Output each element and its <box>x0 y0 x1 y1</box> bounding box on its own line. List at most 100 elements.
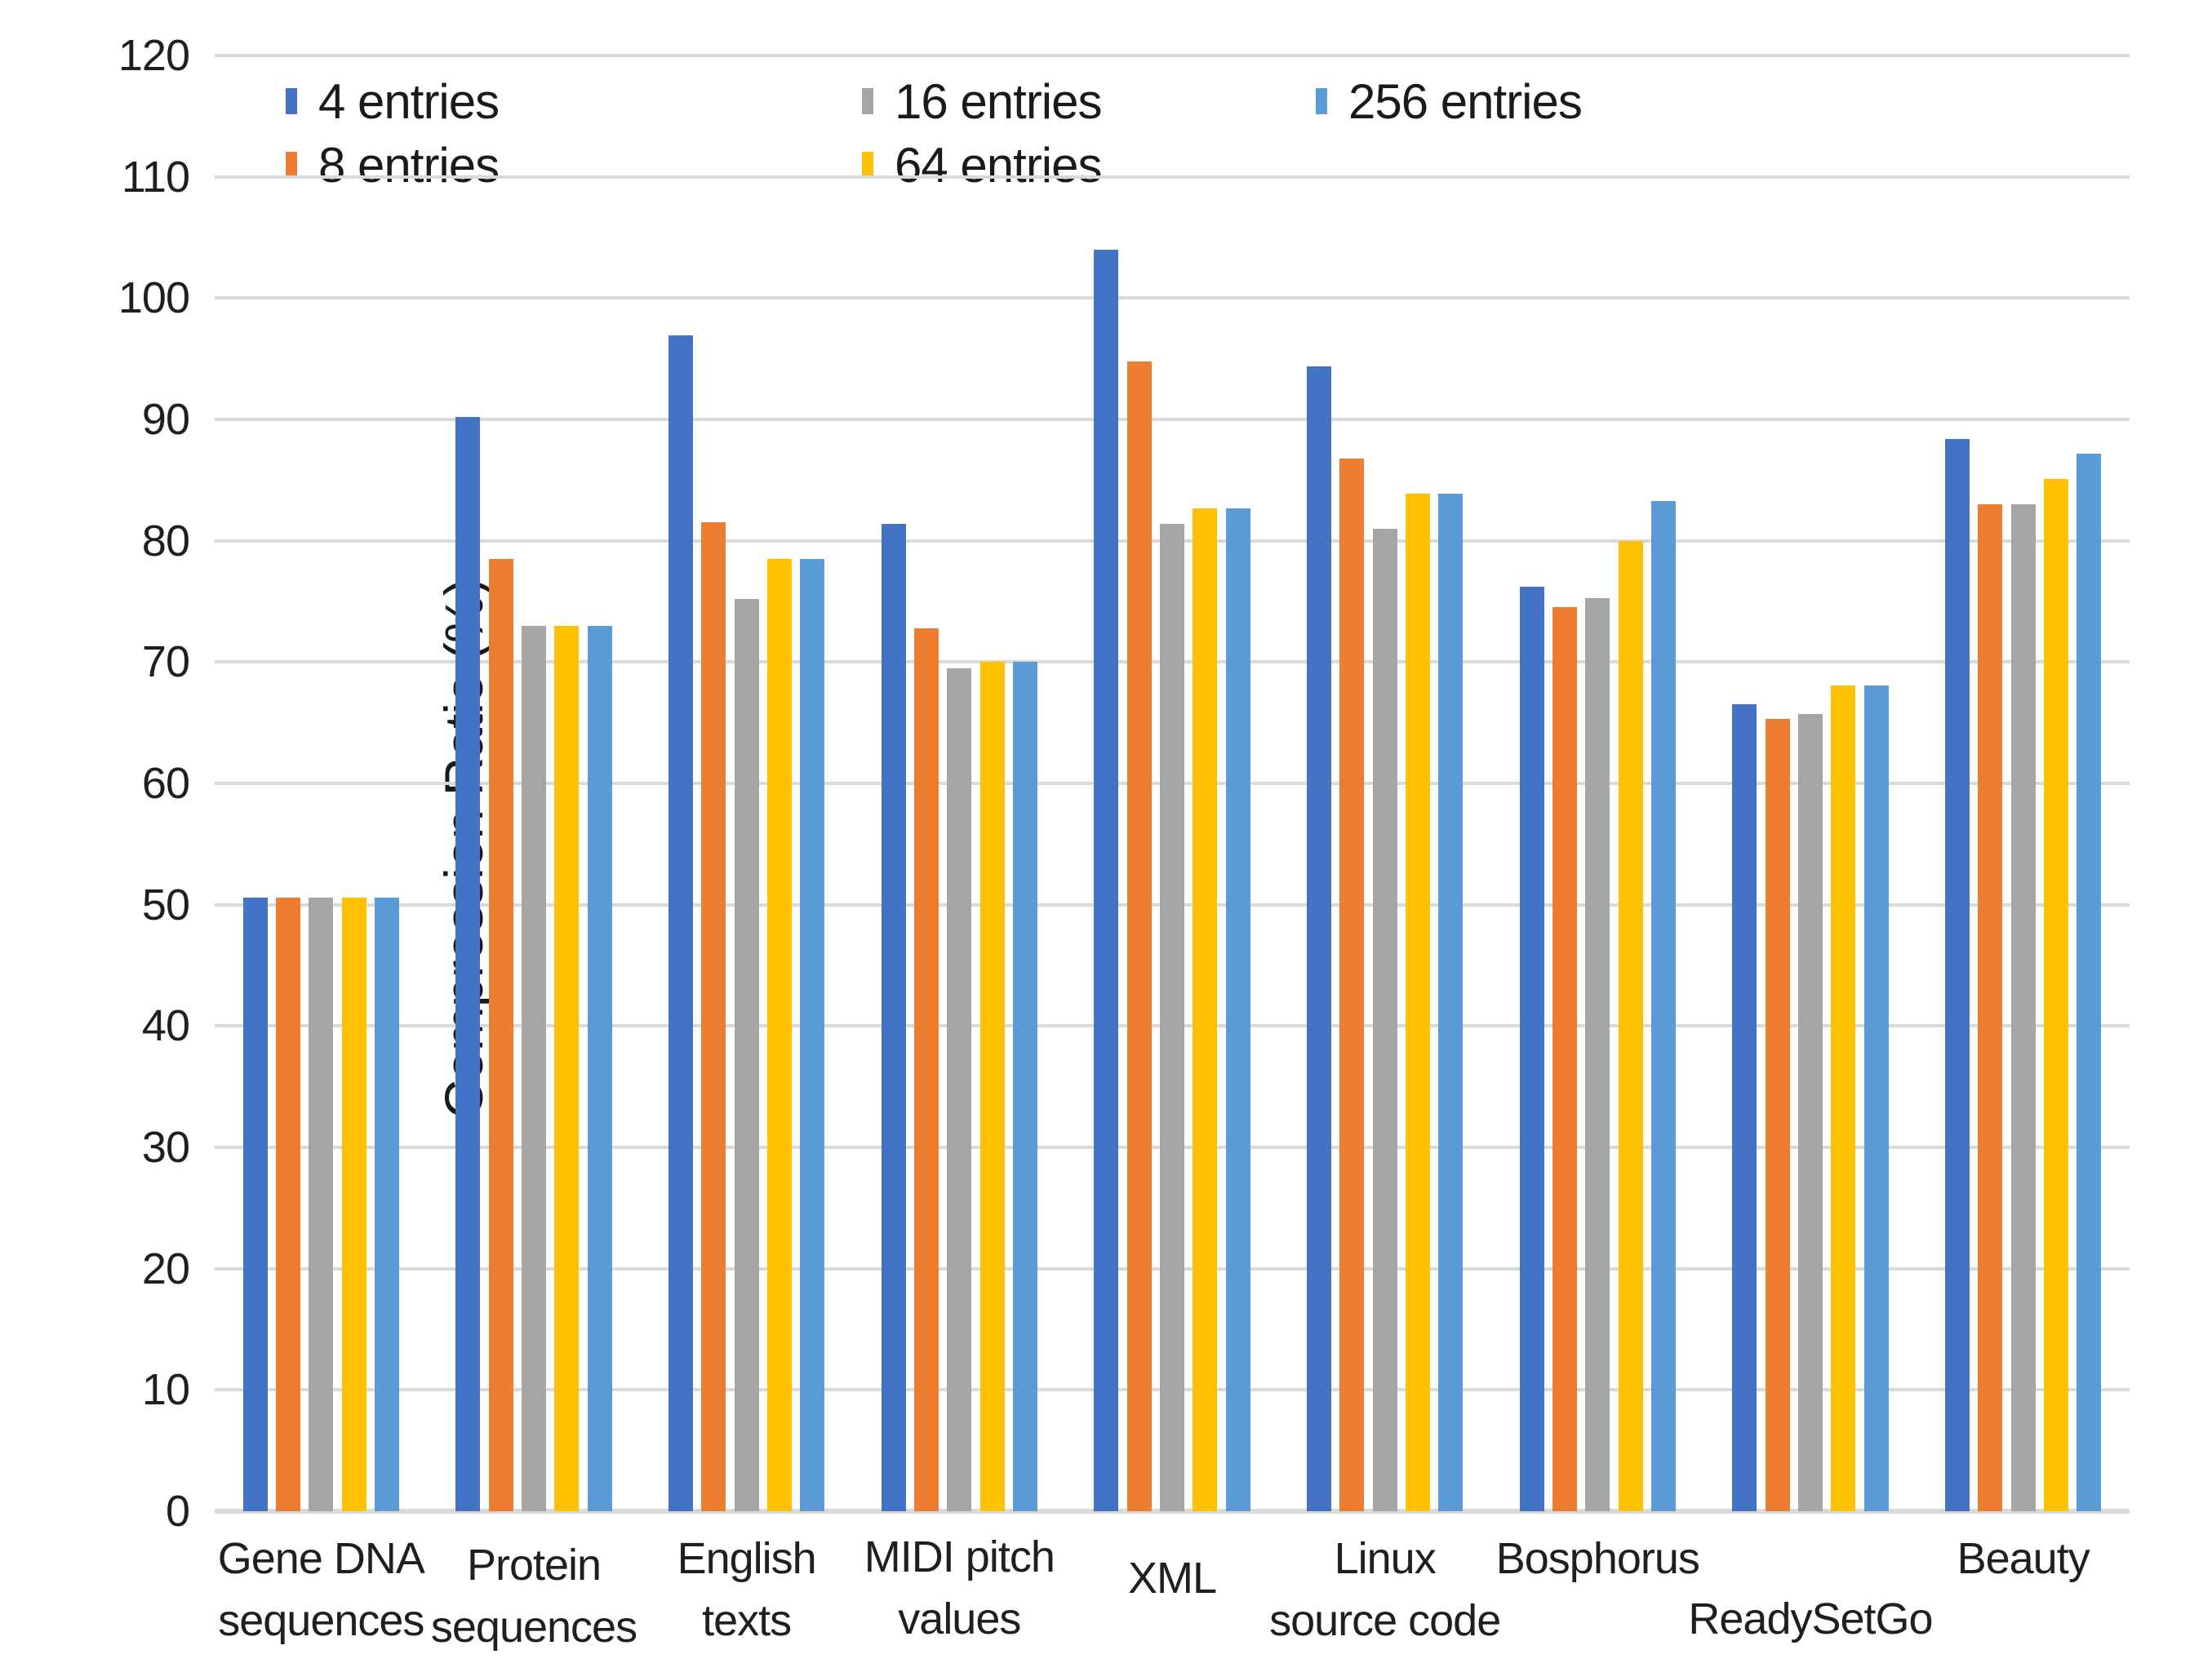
y-tick-label-30: 30 <box>141 1123 190 1172</box>
x-category-label-Bosphorus: Bosphorus <box>1426 1528 1769 1590</box>
x-category-label-line: ReadySetGo <box>1688 1594 1933 1643</box>
x-category-label-Protein-sequences: Protein sequences <box>362 1534 705 1658</box>
gridline-110 <box>215 175 2130 179</box>
y-tick-label-120: 120 <box>118 31 190 80</box>
x-category-label-line: Gene DNA <box>217 1534 425 1583</box>
legend-swatch-icon <box>286 152 297 178</box>
x-category-label-line: texts <box>702 1596 792 1645</box>
bar-16-entries-ReadySetGo <box>1798 714 1823 1511</box>
bar-16-entries-English-texts <box>734 599 759 1511</box>
bar-8-entries-XML <box>1126 361 1152 1511</box>
bar-64-entries-Gene-DNA-sequences <box>341 897 366 1511</box>
bar-4-entries-Protein-sequences <box>455 417 481 1511</box>
x-category-label-line: Beauty <box>1957 1534 2090 1583</box>
legend-item-64-entries: 64 entries <box>862 137 1102 193</box>
bar-16-entries-Gene-DNA-sequences <box>309 897 334 1511</box>
bar-256-entries-ReadySetGo <box>1863 685 1889 1511</box>
legend-item-4-entries: 4 entries <box>286 73 500 129</box>
bar-16-entries-Protein-sequences <box>522 625 546 1511</box>
bar-64-entries-Linux-source-code <box>1406 493 1431 1511</box>
bar-256-entries-Linux-source-code <box>1438 493 1464 1511</box>
legend-label: 8 entries <box>318 137 500 193</box>
bar-256-entries-Bosphorus <box>1651 500 1677 1511</box>
x-category-label-MIDI-pitch-values: MIDI pitch values <box>788 1526 1130 1650</box>
bar-256-entries-MIDI-pitch-values <box>1013 662 1038 1511</box>
x-category-label-line: source code <box>1269 1596 1501 1645</box>
x-category-label-Beauty: Beauty <box>1852 1528 2195 1590</box>
y-tick-label-0: 0 <box>165 1487 190 1536</box>
x-category-label-line: Linux <box>1334 1534 1437 1583</box>
bar-16-entries-Linux-source-code <box>1372 528 1397 1511</box>
gridline-120 <box>215 54 2130 57</box>
gridline-100 <box>215 296 2130 300</box>
bar-64-entries-Beauty <box>2044 478 2069 1511</box>
x-category-label-line: sequences <box>218 1596 424 1645</box>
gridline-0 <box>215 1509 2130 1514</box>
bar-4-entries-XML <box>1094 249 1119 1511</box>
y-tick-label-50: 50 <box>141 880 190 929</box>
x-category-label-line: English <box>677 1534 817 1583</box>
bar-256-entries-Gene-DNA-sequences <box>375 897 400 1511</box>
x-category-label-English-texts: English texts <box>575 1528 918 1652</box>
y-tick-label-90: 90 <box>141 395 190 444</box>
legend-swatch-icon <box>862 152 873 178</box>
bar-4-entries-English-texts <box>668 335 693 1511</box>
legend-item-8-entries: 8 entries <box>286 137 500 193</box>
y-tick-label-100: 100 <box>118 273 190 323</box>
y-tick-label-110: 110 <box>121 152 190 202</box>
y-tick-label-60: 60 <box>141 759 190 808</box>
x-category-label-line: XML <box>1127 1554 1217 1603</box>
legend-item-16-entries: 16 entries <box>862 73 1102 129</box>
bar-16-entries-XML <box>1160 523 1184 1511</box>
legend-label: 16 entries <box>895 73 1102 129</box>
legend-label: 64 entries <box>895 137 1102 193</box>
bar-256-entries-Beauty <box>2077 453 2102 1511</box>
bar-8-entries-Linux-source-code <box>1339 458 1365 1511</box>
bar-64-entries-English-texts <box>767 558 793 1511</box>
bar-8-entries-Protein-sequences <box>488 558 513 1511</box>
bar-4-entries-ReadySetGo <box>1732 704 1757 1511</box>
bar-8-entries-MIDI-pitch-values <box>913 628 939 1511</box>
bar-64-entries-Protein-sequences <box>554 625 580 1511</box>
bar-4-entries-MIDI-pitch-values <box>881 523 906 1511</box>
bar-8-entries-Gene-DNA-sequences <box>275 897 300 1511</box>
legend-item-256-entries: 256 entries <box>1316 73 1583 129</box>
bar-8-entries-Bosphorus <box>1552 607 1577 1511</box>
bar-256-entries-XML <box>1225 508 1250 1511</box>
bar-64-entries-MIDI-pitch-values <box>979 662 1005 1511</box>
y-tick-label-80: 80 <box>141 516 190 565</box>
bar-8-entries-Beauty <box>1978 504 2003 1511</box>
gridline-90 <box>215 418 2130 421</box>
y-tick-label-20: 20 <box>141 1244 190 1293</box>
legend-swatch-icon <box>1316 88 1327 114</box>
bar-64-entries-XML <box>1193 508 1218 1511</box>
bar-4-entries-Beauty <box>1944 438 1970 1511</box>
bar-64-entries-Bosphorus <box>1618 540 1643 1511</box>
bar-16-entries-Beauty <box>2010 504 2036 1511</box>
y-tick-label-10: 10 <box>141 1365 190 1415</box>
bar-256-entries-Protein-sequences <box>587 625 612 1511</box>
bar-8-entries-English-texts <box>701 522 726 1511</box>
bar-256-entries-English-texts <box>800 558 825 1511</box>
bar-16-entries-Bosphorus <box>1585 597 1610 1511</box>
legend-swatch-icon <box>286 88 297 114</box>
bar-64-entries-ReadySetGo <box>1831 685 1856 1511</box>
x-category-label-XML: XML <box>1001 1547 1344 1609</box>
x-category-label-line: Protein <box>466 1541 602 1590</box>
y-tick-label-40: 40 <box>141 1001 190 1051</box>
plot-area <box>215 54 2130 1514</box>
legend-label: 4 entries <box>318 73 500 129</box>
x-category-label-Gene-DNA-sequences: Gene DNA sequences <box>149 1528 492 1652</box>
y-tick-label-70: 70 <box>141 637 190 687</box>
x-category-label-line: MIDI pitch <box>864 1532 1055 1581</box>
x-category-label-line: Bosphorus <box>1495 1534 1700 1583</box>
x-category-label-ReadySetGo: ReadySetGo <box>1639 1588 1982 1650</box>
bar-4-entries-Linux-source-code <box>1306 366 1331 1511</box>
bar-16-entries-MIDI-pitch-values <box>947 667 972 1511</box>
legend-swatch-icon <box>862 88 873 114</box>
bar-4-entries-Gene-DNA-sequences <box>242 897 268 1511</box>
legend-label: 256 entries <box>1348 73 1583 129</box>
bar-8-entries-ReadySetGo <box>1765 719 1790 1511</box>
x-category-label-line: values <box>898 1594 1021 1643</box>
